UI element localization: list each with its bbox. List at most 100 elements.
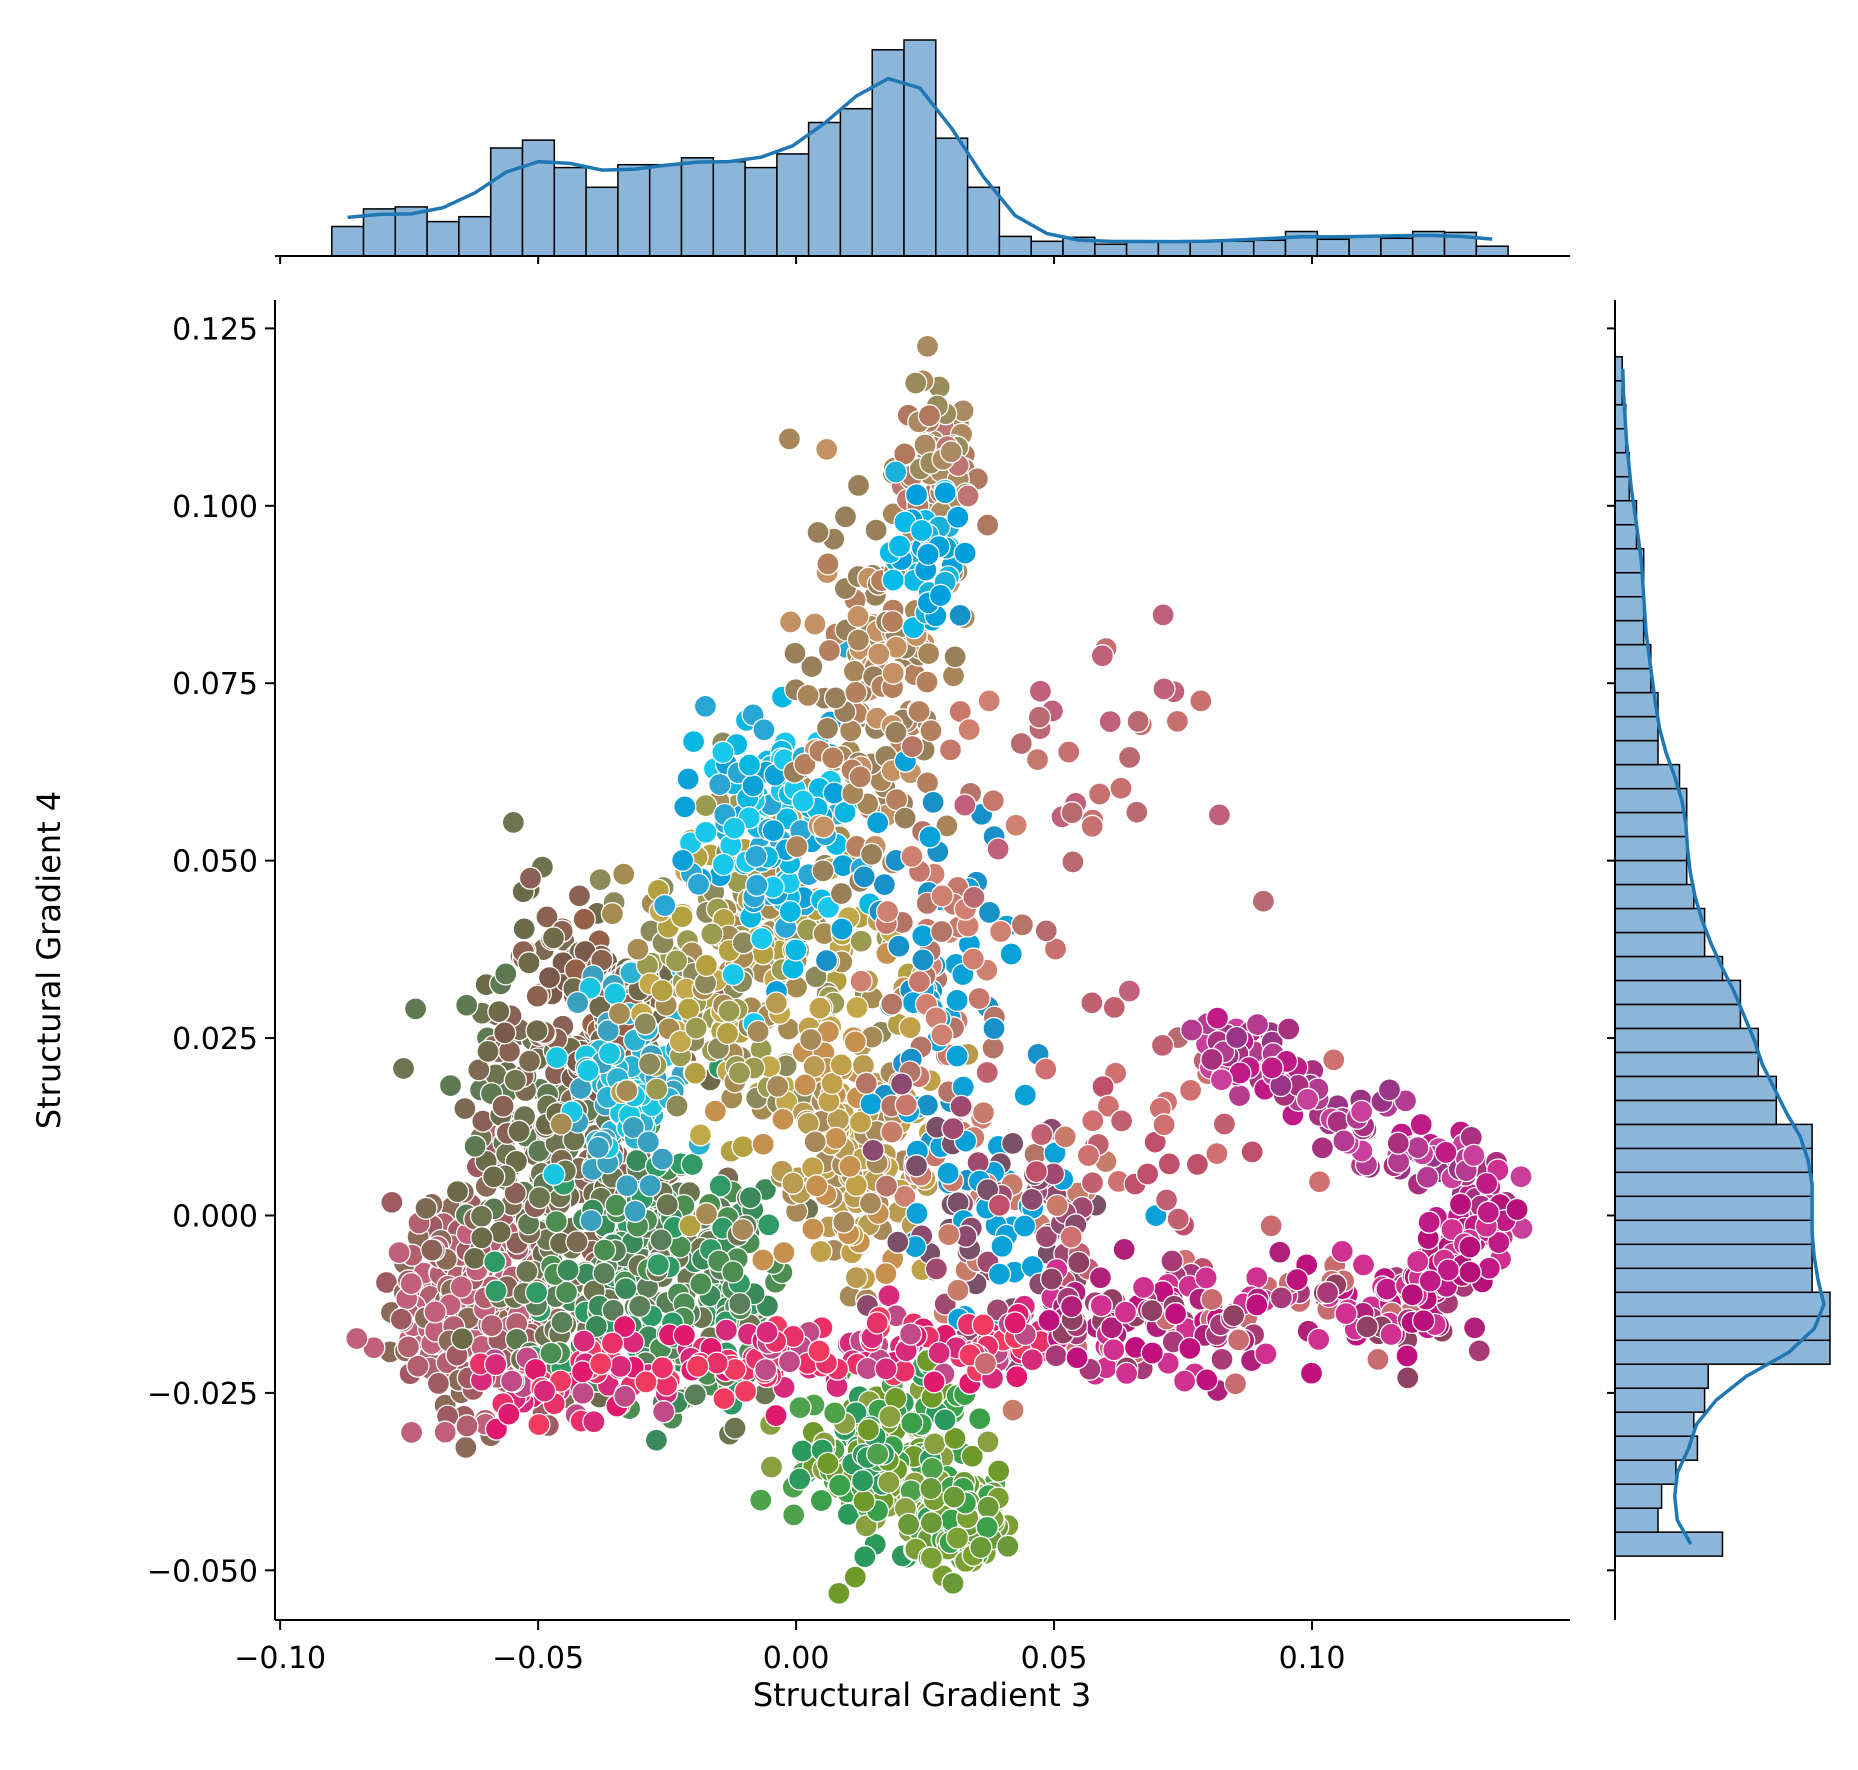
- scatter-point: [960, 1444, 984, 1468]
- scatter-point: [945, 988, 969, 1013]
- scatter-point: [399, 1271, 423, 1296]
- scatter-point: [715, 1021, 740, 1046]
- scatter-point: [500, 1369, 524, 1393]
- scatter-point: [671, 848, 695, 872]
- scatter-point: [761, 818, 785, 843]
- scatter-point: [670, 905, 694, 929]
- scatter-point: [915, 771, 940, 795]
- scatter-point: [1475, 1171, 1499, 1196]
- scatter-point: [949, 1094, 973, 1119]
- scatter-point: [664, 949, 689, 973]
- scatter-point: [532, 1379, 557, 1403]
- scatter-point: [1322, 1048, 1346, 1072]
- scatter-point: [807, 1339, 831, 1363]
- scatter-point: [454, 1435, 478, 1460]
- marginal-x-ticks: [279, 256, 1314, 264]
- marginal-y-ticks: [1607, 327, 1615, 1572]
- scatter-point: [572, 907, 596, 931]
- scatter-point: [1152, 677, 1176, 701]
- scatter-point: [816, 552, 840, 576]
- scatter-point: [936, 1161, 960, 1185]
- scatter-point: [636, 1130, 660, 1154]
- scatter-point: [898, 1015, 922, 1040]
- scatter-point: [900, 734, 924, 759]
- scatter-point: [812, 815, 836, 839]
- marginal-x-bar: [1094, 243, 1128, 257]
- scatter-point: [996, 1534, 1020, 1558]
- scatter-point: [1165, 709, 1190, 733]
- scatter-point: [1458, 1235, 1482, 1259]
- marginal-x-bar: [744, 166, 778, 257]
- scatter-point: [482, 1165, 506, 1189]
- scatter-point: [1080, 991, 1104, 1015]
- scatter-point: [784, 938, 808, 962]
- scatter-point: [961, 947, 985, 971]
- scatter-point: [586, 1135, 610, 1160]
- scatter-point: [1476, 1200, 1500, 1224]
- scatter-point: [777, 1350, 802, 1374]
- scatter-point: [830, 917, 854, 941]
- scatter-point: [1053, 1125, 1077, 1149]
- scatter-point: [1351, 1253, 1376, 1277]
- scatter-point: [507, 1119, 531, 1143]
- scatter-point: [1003, 1311, 1027, 1335]
- scatter-point: [1254, 1342, 1278, 1366]
- scatter-point: [403, 997, 428, 1021]
- scatter-point: [576, 1058, 600, 1083]
- marginal-x-bar: [839, 107, 873, 257]
- scatter-point: [741, 774, 765, 798]
- marginal-y-bar: [1614, 427, 1627, 454]
- scatter-point: [905, 1201, 929, 1226]
- scatter-point: [946, 1278, 970, 1302]
- scatter-point: [380, 1190, 404, 1214]
- marginal-y-bar: [1614, 475, 1631, 502]
- scatter-point: [1117, 979, 1142, 1003]
- scatter-point: [1151, 603, 1175, 627]
- marginal-y-bar: [1614, 763, 1681, 790]
- scatter-point: [975, 1060, 999, 1085]
- scatter-point: [872, 872, 897, 897]
- scatter-point: [759, 1455, 784, 1479]
- scatter-point: [525, 1019, 549, 1043]
- scatter-point: [894, 1093, 918, 1117]
- scatter-point: [518, 866, 543, 890]
- marginal-y-bar: [1614, 1051, 1760, 1078]
- scatter-point: [1088, 1266, 1113, 1290]
- scatter-point: [1001, 1398, 1025, 1422]
- scatter-point: [848, 765, 872, 789]
- marginal-y-bar: [1614, 1027, 1760, 1054]
- scatter-point: [469, 1204, 494, 1228]
- scatter-point: [693, 694, 718, 718]
- scatter-point: [745, 873, 769, 897]
- scatter-point: [1059, 1225, 1083, 1249]
- scatter-point: [801, 1217, 825, 1241]
- scatter-point: [804, 965, 828, 989]
- scatter-point: [582, 1410, 606, 1434]
- scatter-point: [849, 969, 873, 993]
- scatter-point: [803, 612, 827, 636]
- scatter-point: [823, 1401, 847, 1425]
- scatter-point: [904, 1154, 929, 1178]
- scatter-point: [938, 738, 963, 762]
- scatter-point: [886, 1230, 910, 1254]
- scatter-point: [1406, 1249, 1430, 1274]
- marginal-y-bar: [1614, 1459, 1677, 1485]
- x-axis-title: Structural Gradient 3: [753, 1676, 1091, 1714]
- marginal-x-bar: [1348, 235, 1382, 257]
- scatter-point: [782, 1503, 806, 1527]
- marginal-x-bar: [426, 220, 460, 257]
- scatter-point: [1109, 1109, 1134, 1133]
- scatter-point: [579, 1208, 603, 1233]
- scatter-point: [463, 1246, 487, 1270]
- scatter-point: [1415, 1165, 1440, 1189]
- scatter-point: [1310, 1136, 1335, 1160]
- scatter-point: [1400, 1283, 1424, 1307]
- scatter-point: [854, 1071, 878, 1095]
- scatter-point: [845, 995, 869, 1020]
- scatter-point: [712, 1386, 736, 1411]
- scatter-point: [621, 1115, 646, 1140]
- scatter-point: [928, 583, 953, 608]
- scatter-point: [1396, 1366, 1420, 1390]
- marginal-y-bar: [1614, 595, 1645, 622]
- scatter-point: [541, 926, 566, 950]
